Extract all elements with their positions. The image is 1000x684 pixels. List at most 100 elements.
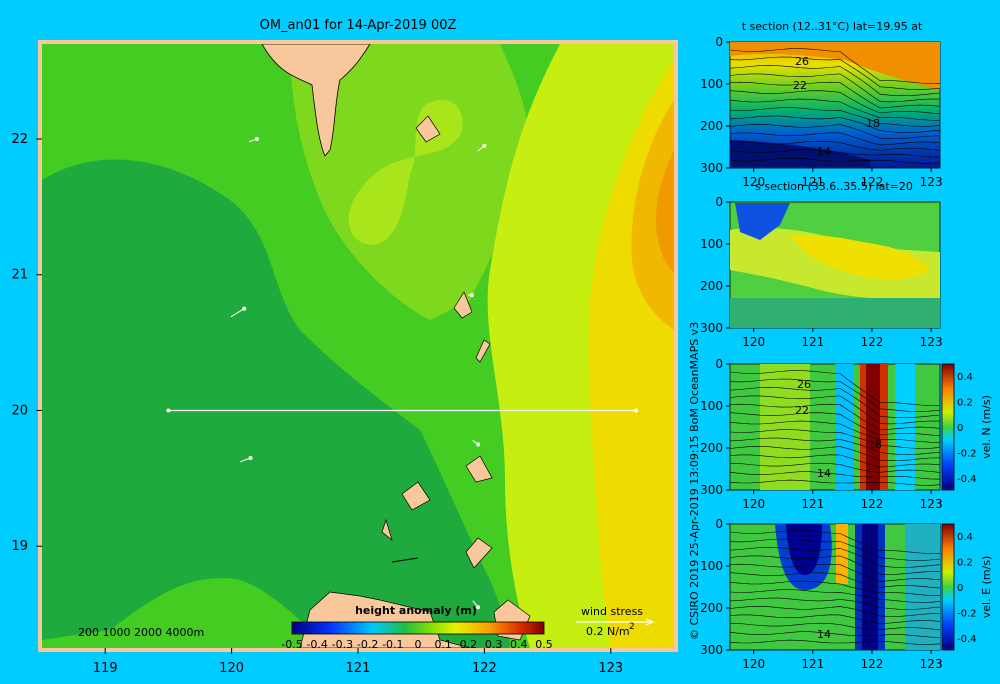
velocity-colorbar-tick-label: 0.2 [957,558,973,569]
velocity-colorbar-tick-label: -0.2 [957,609,977,620]
contour-line [729,555,940,575]
section-x-tick-label: 121 [801,497,824,511]
velocity-colorbar-tick-label: -0.4 [957,634,977,645]
contour-line [729,115,941,133]
vn-contour-label-1: 26 [797,378,811,391]
section-y-tick-label: 200 [700,279,723,293]
contour-line [729,395,941,425]
velocity-colorbar-tick-label: 0 [957,423,963,434]
vn-section-axes: 120 121 122 123 0 100 200 300 [700,357,942,511]
map-title: OM_an01 for 14-Apr-2019 00Z [260,18,457,33]
contour-line [729,48,941,84]
section-x-tick-label: 123 [920,657,943,671]
wind-arrows [230,137,487,610]
height-colorbar-tick-label: 0.1 [434,638,452,651]
height-colorbar-tick-label: -0.3 [332,638,353,651]
island-calayan [465,455,493,483]
velocity-colorbar-tick-label: 0.4 [957,372,973,383]
field-region-mid [290,44,529,320]
wind-arrow-head [476,442,481,447]
credit-text: © CSIRO 2019 25-Apr-2019 13:09:15 BoM Oc… [688,322,701,640]
t-section-panel: 26 22 18 14 [729,41,941,169]
section-x-tick-label: 122 [861,657,884,671]
section-y-tick-label: 100 [700,399,723,413]
velocity-colorbar-tick-label: 0 [957,583,963,594]
colorbar-label: height anomaly (m) [355,604,477,617]
map-y-tick-label: 22 [11,132,28,147]
section-y-tick-label: 100 [700,237,723,251]
section-y-tick-label: 300 [700,483,723,497]
island-camiguin [465,537,493,569]
section-y-tick-label: 100 [700,77,723,91]
height-colorbar-tick-label: 0.2 [460,638,478,651]
contour-line [729,530,941,554]
map-y-tick-label: 20 [11,403,28,418]
contour-line [729,429,941,449]
s-fresh-layer [735,203,790,240]
height-colorbar-tick-label: 0 [415,638,422,651]
contour-line [729,387,941,419]
t-contour-label-3: 18 [866,117,880,130]
section-y-tick-label: 100 [700,559,723,573]
contour-line [729,614,941,624]
map-y-ticks: 19 20 21 22 [11,132,42,554]
ve-colorbar [941,523,955,651]
contour-line [729,140,941,151]
s-section-axes: 120 121 122 123 0 100 200 300 [700,195,942,349]
taiwan-landmass [261,44,371,157]
wind-key-label: wind stress [581,605,643,618]
contour-line [729,454,941,468]
contour-line [729,90,941,115]
contour-line [729,56,941,90]
t-section-axes: 120 121 122 123 0 100 200 300 [700,35,942,189]
section-x-tick-label: 121 [801,175,824,189]
contour-line [729,157,941,164]
section-x-tick-label: 123 [920,335,943,349]
s-section-title: s section (33.6..35.5) lat=20 [755,180,913,193]
map-x-ticks: 119 120 121 122 123 [93,648,623,676]
velocity-colorbar-tick-label: 0.2 [957,398,973,409]
vn-return-band [895,364,915,490]
section-y-tick-label: 300 [700,643,723,657]
height-colorbar-ticks: -0.5 -0.4 -0.3 -0.2 -0.1 0 0.1 0.2 0.3 0.4 0.5 [281,638,552,651]
wind-arrow-head [469,293,474,298]
map-x-tick-label: 123 [598,661,623,676]
map-y-tick-label: 21 [11,268,28,283]
contour-line [729,98,941,121]
island-babuyan [401,481,431,511]
section-y-tick-label: 0 [715,35,723,49]
contour-line [729,370,941,406]
island-green [415,115,441,143]
section-x-tick-label: 123 [920,497,943,511]
vn-weak-north [760,364,810,490]
contour-line [729,81,941,109]
height-colorbar [291,621,545,635]
section-line-end [634,408,639,413]
vn-colorbar-ticks: 0.4 0.2 0 -0.2 -0.4 [957,372,977,485]
depth-contour-fragment [391,557,419,563]
contour-line [729,589,941,603]
vn-contour-label-4: 14 [817,467,831,480]
vn-contour-label-3: 18 [868,438,882,451]
vn-contour-label-2: 22 [795,404,809,417]
section-y-tick-label: 300 [700,161,723,175]
contour-line [729,412,941,437]
ve-east-band [836,524,848,584]
t-section-title: t section (12..31°C) lat=19.95 at [742,20,923,33]
s-section-panel [729,201,941,329]
height-colorbar-tick-label: 0.3 [485,638,503,651]
wind-arrow-head [248,455,253,460]
section-y-tick-label: 200 [700,441,723,455]
ve-west-core [786,524,822,575]
contour-line [729,132,941,146]
wind-key-arrowhead [645,618,655,626]
field-region-orange [631,100,674,330]
vn-south-band [835,364,853,490]
section-y-tick-label: 300 [700,321,723,335]
ve-colorbar-ticks: 0.4 0.2 0 -0.2 -0.4 [957,532,977,645]
wind-arrow-head [482,143,487,148]
t-section-contours [729,48,941,164]
wind-arrow-head [242,306,247,311]
field-region-dark-orange [655,150,674,272]
